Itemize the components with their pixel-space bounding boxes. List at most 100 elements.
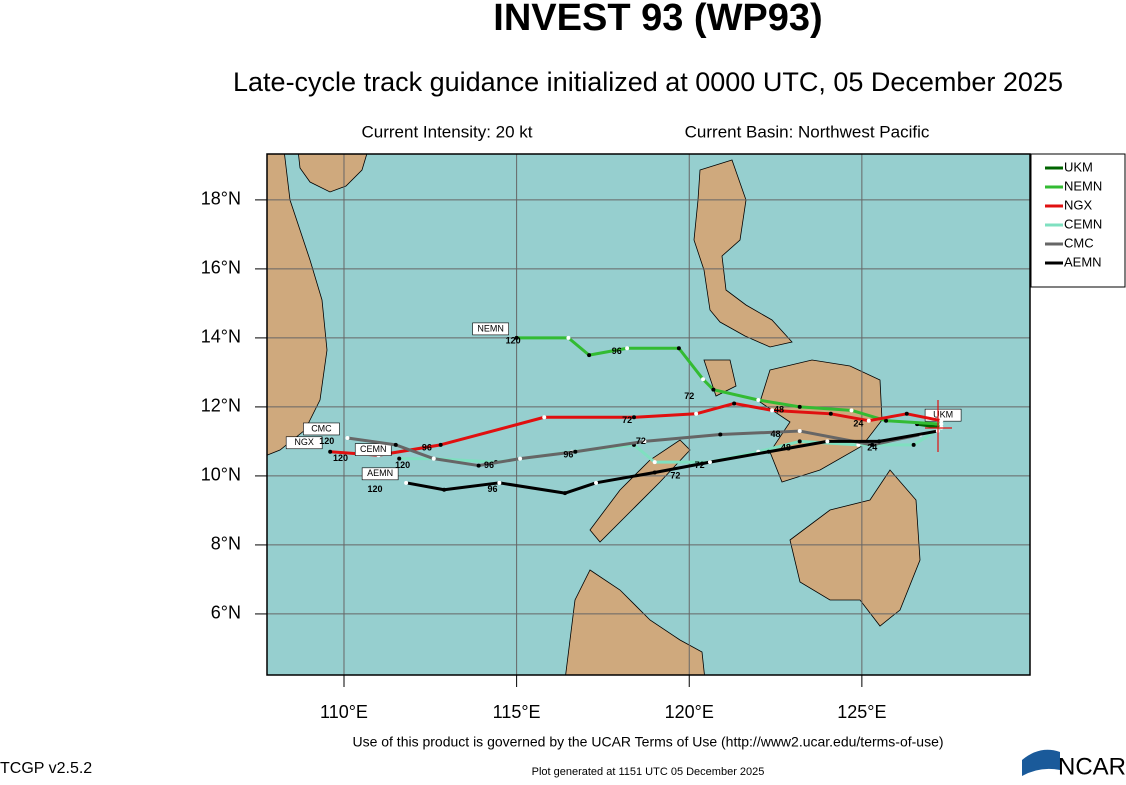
- track-point: [642, 439, 647, 444]
- track-label-box: [285, 436, 323, 450]
- land: [267, 154, 921, 675]
- x-tick-label: 120°E: [665, 702, 714, 722]
- track-point: [393, 442, 398, 447]
- track-point: [884, 418, 889, 423]
- hour-label: 72: [670, 470, 680, 480]
- y-tick-label: 6°N: [211, 603, 241, 623]
- hour-label: 96: [484, 460, 494, 470]
- track-point: [797, 404, 802, 409]
- version: TCGP v2.5.2: [0, 760, 92, 777]
- track-point: [770, 408, 775, 413]
- track-point: [707, 460, 712, 465]
- hour-label: 72: [695, 460, 705, 470]
- track-label-box: [472, 322, 509, 336]
- legend-label: AEMN: [1064, 254, 1102, 269]
- legend-label: NGX: [1064, 197, 1093, 212]
- hour-label: 72: [622, 415, 632, 425]
- track-point: [438, 442, 443, 447]
- grid: [267, 154, 1030, 675]
- track-point: [732, 401, 737, 406]
- track-label-box: [303, 422, 340, 436]
- mindanao: [789, 469, 921, 627]
- hour-label: 48: [774, 405, 784, 415]
- x-tick-label: 110°E: [320, 702, 368, 722]
- y-tick-label: 14°N: [201, 327, 241, 347]
- track-point: [904, 411, 909, 416]
- track-label: AEMN: [367, 468, 393, 478]
- track-line: [516, 336, 942, 426]
- track-label-box: [361, 467, 399, 481]
- track-point: [518, 456, 523, 461]
- track-point: [397, 456, 402, 461]
- track-line: [330, 401, 942, 457]
- hour-label: 120: [333, 453, 348, 463]
- logo: NCAR: [1058, 753, 1126, 780]
- track-point: [514, 335, 519, 340]
- legend-label: NEMN: [1064, 178, 1102, 193]
- track-point: [476, 463, 481, 468]
- generated: Plot generated at 1151 UTC 05 December 2…: [532, 766, 765, 778]
- hainan: [298, 154, 368, 193]
- y-tick-label: 10°N: [201, 465, 241, 485]
- borneo: [565, 569, 705, 675]
- track-point: [542, 415, 547, 420]
- track-label-box: [354, 443, 392, 456]
- vietnam: [267, 154, 328, 456]
- hour-label: 96: [563, 450, 573, 460]
- track-point: [676, 346, 681, 351]
- track-point: [345, 435, 350, 440]
- mindoro: [703, 359, 737, 397]
- track-point: [756, 398, 761, 403]
- track-point: [594, 480, 599, 485]
- hour-label: 96: [422, 443, 432, 453]
- logo-mark: [1022, 749, 1060, 776]
- legend-label: CMC: [1064, 235, 1094, 250]
- y-tick-label: 18°N: [201, 189, 241, 209]
- track-point: [631, 415, 636, 420]
- legend-entries: UKM NEMN NGX CEMN CMC AEMN: [1045, 159, 1102, 269]
- track-point: [652, 460, 657, 465]
- track-point: [431, 456, 436, 461]
- track-point: [911, 442, 916, 447]
- hour-label: 48: [771, 429, 781, 439]
- track-point: [828, 411, 833, 416]
- hour-label: 24: [867, 443, 877, 453]
- axes: 110°E 115°E 120°E 125°E 6°N 8°N 10°N 12°N 14°N 16…: [201, 189, 887, 722]
- track-point: [328, 449, 333, 454]
- x-tick-label: 115°E: [493, 702, 541, 722]
- track-label: CMC: [311, 423, 332, 433]
- x-tick-label: 125°E: [837, 702, 886, 722]
- y-tick-label: 16°N: [201, 258, 241, 278]
- luzon: [693, 159, 793, 348]
- hour-label: 96: [487, 484, 497, 494]
- track-point: [497, 480, 502, 485]
- hour-label: 120: [368, 484, 383, 494]
- y-tick-label: 8°N: [211, 534, 241, 554]
- track-point: [404, 480, 409, 485]
- track-point: [566, 335, 571, 340]
- track-point: [766, 449, 771, 454]
- track-point: [939, 422, 944, 427]
- track-point: [694, 411, 699, 416]
- intensity: Current Intensity: 20 kt: [361, 122, 532, 141]
- track-point: [652, 470, 657, 475]
- track-point: [701, 377, 706, 382]
- hour-label: 72: [636, 436, 646, 446]
- footer: Use of this product is governed by the U…: [352, 734, 943, 750]
- hour-label: 120: [395, 460, 410, 470]
- track-point: [711, 387, 716, 392]
- chart-subtitle: Late-cycle track guidance initialized at…: [233, 67, 1063, 97]
- hour-label: 48: [781, 443, 791, 453]
- legend-label: CEMN: [1064, 216, 1102, 231]
- hour-label: 120: [319, 436, 334, 446]
- track-label: CEMN: [360, 444, 387, 454]
- visayas: [759, 359, 883, 483]
- map-frame: [266, 153, 1031, 676]
- legend: [1030, 153, 1126, 288]
- basin: Current Basin: Northwest Pacific: [685, 122, 930, 141]
- palawan: [589, 439, 691, 543]
- track-label: NEMN: [477, 323, 504, 333]
- track-point: [797, 439, 802, 444]
- hour-label: 72: [684, 391, 694, 401]
